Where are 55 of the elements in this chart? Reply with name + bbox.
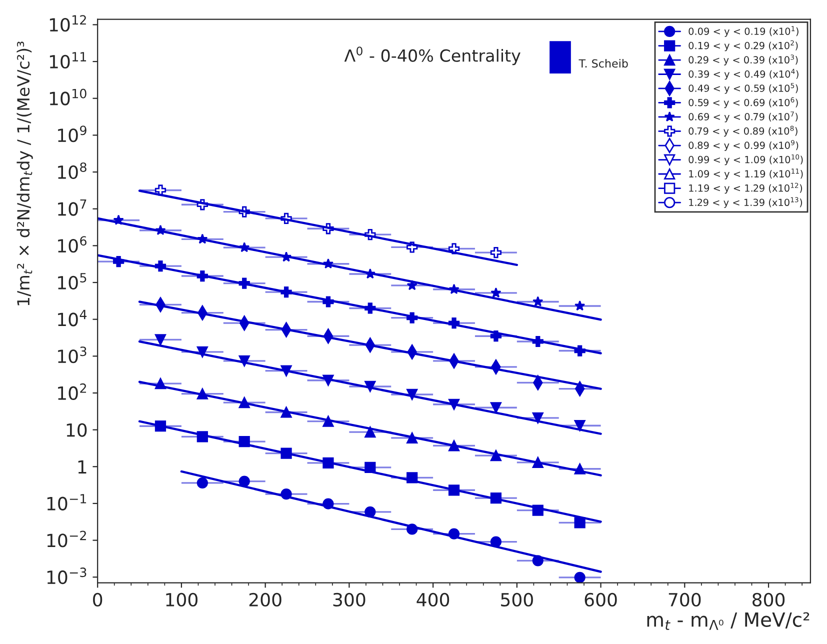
legend-label: 0.19 < y < 0.29 (x10$^{2}$) (688, 40, 798, 52)
point (154, 334, 166, 346)
point (574, 572, 586, 583)
legend-label: 0.49 < y < 0.59 (x10$^{5}$) (688, 83, 798, 94)
point (196, 477, 208, 489)
y-axis-title: 1/m$_{t}$² × d²N/dm$_{t}$dy / 1/(MeV/c²)³ (16, 42, 33, 306)
x-tick-label: 800 (752, 592, 785, 607)
y-tick-label: 10$^{4}$ (58, 310, 87, 326)
y-tick-label: 10 (66, 423, 87, 437)
legend-label: 0.99 < y < 1.09 (x10$^{10}$) (688, 154, 803, 166)
y-tick-label: 1 (78, 460, 86, 474)
y-tick-label: 10$^{3}$ (58, 346, 86, 364)
y-tick-label: 10$^{8}$ (58, 162, 86, 179)
point (490, 287, 502, 298)
y-tick-label: 10$^{9}$ (58, 126, 86, 142)
point (574, 300, 586, 311)
point (238, 476, 250, 487)
legend-label: 1.29 < y < 1.39 (x10$^{13}$) (689, 197, 802, 208)
point (574, 420, 586, 432)
x-axis-title: m$_{t}$ - m$_{Λ⁰}$ / MeV/c² (647, 612, 810, 630)
x-tick-label: 300 (333, 592, 366, 607)
y-tick-label: 10$^{6}$ (58, 236, 86, 253)
x-tick-label: 500 (501, 592, 533, 607)
point (490, 402, 502, 414)
x-tick-label: 0 (93, 592, 102, 607)
y-tick-label: 10$^{−2}$ (47, 530, 86, 548)
point (364, 426, 376, 438)
x-tick-label: 600 (584, 592, 617, 607)
y-tick-label: 10$^{2}$ (58, 383, 86, 400)
y-tick-label: 10$^{10}$ (50, 88, 86, 106)
y-tick-label: 10$^{7}$ (58, 199, 86, 216)
y-tick-label: 10$^{5}$ (58, 273, 86, 290)
point (532, 296, 544, 306)
point (154, 184, 166, 196)
legend-label: 1.19 < y < 1.29 (x10$^{12}$) (689, 182, 802, 194)
y-tick-label: 10$^{−1}$ (47, 494, 86, 510)
x-tick-label: 700 (668, 592, 701, 607)
legend-label: 0.09 < y < 0.19 (x10$^{1}$) (688, 26, 798, 37)
legend-label: 0.79 < y < 0.89 (x10$^{8}$) (688, 126, 798, 137)
legend-label: 0.89 < y < 0.99 (x10$^{9}$) (688, 140, 798, 151)
legend-label: 0.59 < y < 0.69 (x10$^{6}$) (688, 97, 798, 108)
x-tick-label: 200 (249, 592, 282, 607)
point (574, 517, 586, 528)
legend-label: 1.09 < y < 1.19 (x10$^{11}$) (689, 168, 803, 180)
point (490, 247, 502, 258)
y-tick-label: 10$^{11}$ (50, 52, 86, 69)
x-tick-label: 400 (416, 592, 450, 607)
y-tick-label: 10$^{−3}$ (47, 568, 86, 584)
legend-label: 0.29 < y < 0.39 (x10$^{3}$) (688, 54, 798, 66)
x-tick-label: 100 (166, 592, 198, 607)
legend-label: 0.39 < y < 0.49 (x10$^{4}$) (688, 68, 798, 80)
text: Λ$^{0}$ - 0-40% Centrality (344, 46, 520, 66)
legend-label: 0.69 < y < 0.79 (x10$^{7}$) (688, 112, 798, 122)
y-tick-label: 10$^{12}$ (50, 15, 86, 32)
annotation: T. Scheib (578, 59, 628, 68)
